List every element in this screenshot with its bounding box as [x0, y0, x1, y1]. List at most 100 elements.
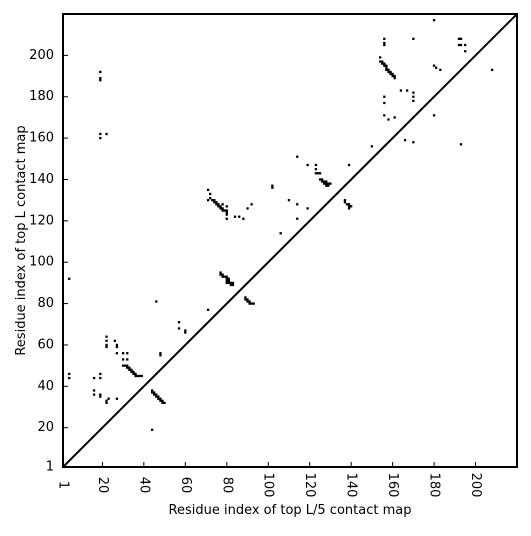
data-point: [134, 374, 137, 378]
data-point: [157, 395, 160, 398]
data-point: [320, 180, 324, 183]
data-point: [223, 209, 226, 212]
data-point: [229, 283, 233, 287]
data-point: [219, 207, 222, 210]
data-point: [271, 184, 274, 187]
data-point: [209, 192, 212, 196]
data-point: [221, 207, 224, 210]
x-tick-label: 40: [136, 477, 151, 494]
data-point: [325, 184, 328, 187]
data-point: [393, 74, 396, 78]
data-point: [128, 366, 131, 369]
data-point: [306, 163, 309, 167]
data-point: [221, 209, 224, 212]
data-point: [457, 43, 461, 47]
data-point: [68, 376, 71, 380]
data-point: [435, 66, 438, 69]
data-point: [271, 186, 274, 189]
data-point: [412, 37, 415, 40]
data-point: [412, 99, 415, 103]
data-point: [233, 215, 237, 218]
data-point: [432, 114, 436, 117]
data-point: [121, 358, 125, 361]
y-tick-label: 40: [37, 379, 54, 394]
data-point: [225, 277, 228, 280]
data-point: [155, 393, 158, 396]
data-point: [329, 182, 332, 185]
data-point: [225, 213, 228, 216]
data-point: [323, 182, 326, 185]
x-axis-label: Residue index of top L/5 contact map: [169, 503, 412, 518]
y-tick-label: 140: [29, 172, 54, 187]
data-point: [385, 66, 388, 69]
data-point: [325, 180, 328, 183]
data-point: [219, 273, 222, 276]
data-point: [105, 335, 108, 338]
data-point: [99, 376, 102, 380]
data-point: [92, 376, 96, 380]
data-point: [113, 339, 116, 342]
data-point: [150, 391, 154, 394]
data-point: [99, 395, 102, 398]
x-tick-label: 1: [56, 481, 71, 489]
data-point: [238, 215, 241, 218]
data-point: [347, 207, 351, 210]
data-point: [383, 101, 386, 105]
x-tick-label: 120: [302, 473, 317, 498]
x-tick-label: 20: [95, 477, 110, 494]
data-point: [217, 205, 220, 208]
data-point: [343, 201, 347, 204]
data-point: [138, 374, 141, 378]
data-point: [379, 56, 382, 59]
data-point: [225, 211, 228, 214]
data-point: [412, 91, 415, 94]
data-point: [215, 203, 218, 206]
data-point: [115, 397, 119, 400]
data-point: [105, 132, 108, 136]
y-tick-label: 180: [29, 89, 54, 104]
x-axis-ticks: 1 20 40 60 80 100 120 140 160 180 200: [56, 462, 483, 498]
data-point: [405, 89, 409, 92]
chart-marks: [68, 19, 494, 431]
data-point: [99, 79, 102, 82]
data-point: [250, 203, 253, 206]
data-point: [439, 68, 442, 71]
data-point: [383, 64, 386, 67]
data-point: [130, 368, 133, 371]
data-point: [459, 37, 463, 40]
data-point: [121, 364, 125, 367]
data-point: [221, 203, 224, 206]
data-point: [383, 43, 386, 47]
data-point: [130, 370, 133, 373]
y-tick-label: 120: [29, 213, 54, 228]
data-point: [219, 205, 222, 208]
data-point: [105, 401, 108, 405]
data-point: [206, 308, 210, 311]
y-tick-label: 20: [37, 420, 54, 435]
y-tick-label: 1: [46, 460, 54, 475]
data-point: [459, 143, 463, 146]
data-point: [99, 70, 102, 74]
data-point: [383, 37, 386, 40]
data-point: [223, 275, 226, 278]
y-tick-label: 200: [29, 48, 54, 63]
data-point: [296, 203, 299, 206]
data-point: [393, 76, 396, 80]
data-point: [206, 188, 210, 191]
data-point: [99, 132, 102, 136]
x-tick-label: 160: [385, 473, 400, 498]
data-point: [213, 199, 216, 202]
data-point: [217, 203, 220, 206]
data-point: [385, 64, 388, 67]
data-point: [155, 395, 158, 398]
data-point: [115, 352, 119, 355]
y-axis-label: Residue index of top L contact map: [14, 125, 29, 355]
data-point: [153, 393, 156, 396]
data-point: [211, 199, 214, 202]
x-tick-label: 140: [344, 473, 359, 498]
data-point: [161, 401, 164, 405]
data-point: [379, 60, 382, 63]
data-point: [246, 298, 249, 301]
data-point: [126, 352, 129, 355]
